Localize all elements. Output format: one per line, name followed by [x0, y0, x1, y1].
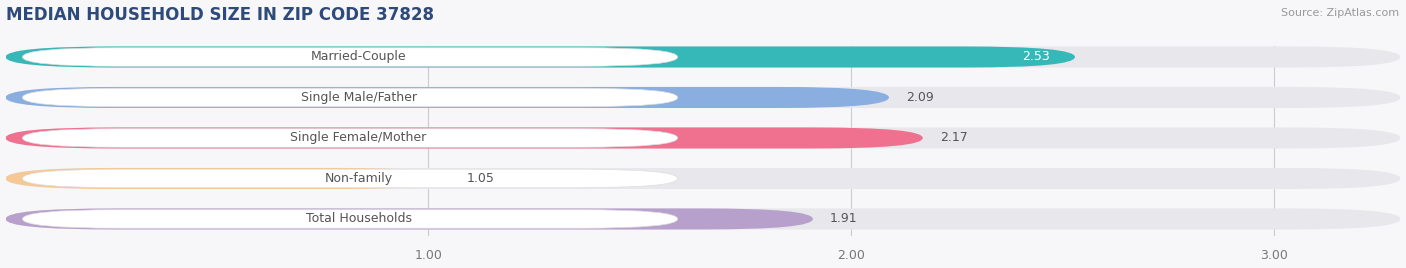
FancyBboxPatch shape [6, 168, 450, 189]
FancyBboxPatch shape [6, 46, 1076, 68]
FancyBboxPatch shape [22, 48, 678, 66]
FancyBboxPatch shape [22, 88, 678, 107]
Text: Source: ZipAtlas.com: Source: ZipAtlas.com [1281, 8, 1399, 18]
FancyBboxPatch shape [6, 209, 813, 229]
FancyBboxPatch shape [22, 129, 678, 147]
Text: Married-Couple: Married-Couple [311, 50, 406, 64]
FancyBboxPatch shape [6, 128, 1400, 148]
Text: MEDIAN HOUSEHOLD SIZE IN ZIP CODE 37828: MEDIAN HOUSEHOLD SIZE IN ZIP CODE 37828 [6, 6, 433, 24]
Text: Non-family: Non-family [325, 172, 392, 185]
Text: 1.91: 1.91 [830, 213, 858, 225]
Text: Total Households: Total Households [305, 213, 412, 225]
FancyBboxPatch shape [6, 46, 1400, 68]
FancyBboxPatch shape [6, 87, 1400, 108]
Text: 2.17: 2.17 [939, 132, 967, 144]
FancyBboxPatch shape [6, 87, 889, 108]
FancyBboxPatch shape [22, 210, 678, 228]
FancyBboxPatch shape [6, 209, 1400, 229]
FancyBboxPatch shape [6, 128, 922, 148]
Text: 2.53: 2.53 [1022, 50, 1050, 64]
Text: 2.09: 2.09 [905, 91, 934, 104]
FancyBboxPatch shape [6, 168, 1400, 189]
Text: Single Male/Father: Single Male/Father [301, 91, 416, 104]
FancyBboxPatch shape [22, 169, 678, 188]
Text: Single Female/Mother: Single Female/Mother [291, 132, 426, 144]
Text: 1.05: 1.05 [467, 172, 494, 185]
